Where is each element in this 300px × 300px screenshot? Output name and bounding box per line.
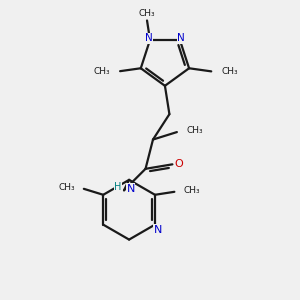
Text: O: O [175, 159, 183, 169]
Text: N: N [145, 33, 152, 43]
Text: CH₃: CH₃ [184, 186, 200, 195]
Text: H: H [114, 182, 122, 192]
Text: CH₃: CH₃ [93, 67, 110, 76]
Text: N: N [154, 225, 162, 235]
Text: N: N [126, 184, 135, 194]
Text: CH₃: CH₃ [186, 126, 203, 135]
Text: CH₃: CH₃ [222, 67, 238, 76]
Text: CH₃: CH₃ [139, 9, 155, 18]
Text: CH₃: CH₃ [58, 183, 75, 192]
Text: N: N [178, 33, 185, 43]
